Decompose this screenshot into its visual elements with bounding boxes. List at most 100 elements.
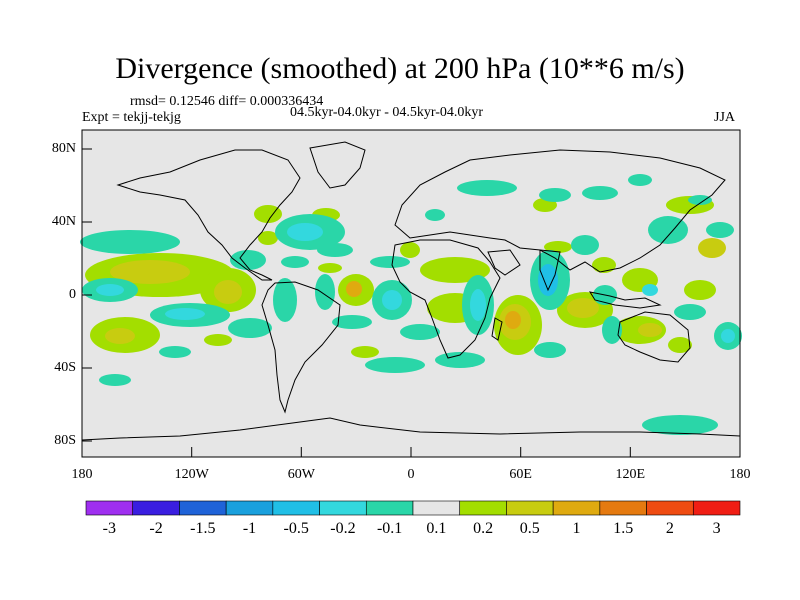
colorbar-swatch (179, 500, 227, 516)
colorbar-label: 1 (572, 520, 581, 537)
north-america-coast (116, 149, 301, 281)
stats-text: rmsd= 0.12546 diff= 0.000336434 (130, 94, 324, 109)
colorbar-label: -3 (102, 520, 116, 537)
colorbar (85, 500, 741, 516)
colorbar-swatch (552, 500, 601, 516)
neg-region (96, 284, 124, 296)
india-coast (539, 249, 561, 292)
pos-region (351, 346, 379, 358)
pos-region (258, 231, 278, 245)
lat-label-80n: 80N (51, 141, 76, 156)
neg-region (457, 180, 517, 196)
pos-region (567, 298, 599, 318)
madagascar-coast (491, 317, 503, 341)
colorbar-swatch (646, 500, 694, 516)
colorbar-label: 3 (712, 520, 721, 537)
colorbar-swatch (272, 500, 320, 516)
pos-region (400, 242, 420, 258)
colorbar-swatch (692, 500, 741, 516)
indonesia-coast (588, 291, 662, 309)
neg-region (602, 316, 622, 344)
pos-region (346, 281, 362, 297)
lat-ticks (82, 148, 92, 442)
neg-region (674, 304, 706, 320)
neg-region (365, 357, 425, 373)
lon-ticks (81, 447, 741, 457)
pos-region (638, 323, 662, 337)
coastlines (81, 141, 741, 441)
colorbar-swatch (459, 500, 507, 516)
period-text: 04.5kyr-04.0kyr - 04.5kyr-04.0kyr (290, 105, 484, 120)
neg-region (400, 324, 440, 340)
africa-coast (391, 239, 501, 359)
colorbar-label: -0.2 (330, 520, 356, 537)
lat-label-40n: 40N (51, 214, 76, 229)
neg-region (281, 256, 309, 268)
colorbar-label: -1 (242, 520, 257, 537)
pos-region (105, 328, 135, 344)
greenland-coast (309, 141, 366, 189)
lon-label-60e: 60E (509, 467, 532, 482)
pos-region (254, 205, 282, 223)
colorbar-swatch (85, 500, 134, 516)
experiment-text: Expt = tekjj-tekjg (82, 110, 181, 125)
colorbar-label: 1.5 (613, 520, 634, 537)
colorbar-swatch (412, 500, 461, 516)
neg-region (470, 289, 486, 321)
neg-region (539, 188, 571, 202)
pos-region (204, 334, 232, 346)
page-title: Divergence (smoothed) at 200 hPa (10**6 … (115, 52, 685, 85)
neg-region (317, 243, 353, 257)
colorbar-swatch (132, 500, 180, 516)
pos-region (592, 257, 616, 273)
neg-region (287, 223, 323, 241)
neg-region (315, 274, 335, 310)
neg-region (628, 174, 652, 186)
neg-region (688, 195, 712, 205)
colorbar-swatch (599, 500, 647, 516)
pos-region (214, 280, 242, 304)
neg-region (648, 216, 688, 244)
neg-region (642, 415, 718, 435)
pos-region (544, 241, 572, 253)
neg-region (571, 235, 599, 255)
colorbar-label: 2 (665, 520, 674, 537)
neg-region (99, 374, 131, 386)
neg-region (534, 342, 566, 358)
pos-region (698, 238, 726, 258)
lat-label-0: 0 (69, 287, 76, 302)
neg-region (425, 209, 445, 221)
neg-region (706, 222, 734, 238)
neg-region (642, 284, 658, 296)
colorbar-swatch (319, 500, 367, 516)
pos-region (420, 257, 490, 283)
pos-region (505, 311, 521, 329)
colorbar-label: 0.2 (473, 520, 494, 537)
pos-region (668, 337, 692, 353)
neg-region (159, 346, 191, 358)
neg-region (228, 318, 272, 338)
neg-region (230, 250, 266, 270)
antarctica-coast (81, 417, 741, 441)
lon-label-60w: 60W (287, 467, 315, 482)
pos-region (110, 260, 190, 284)
pos-region (684, 280, 716, 300)
lon-label-180w: 180 (71, 467, 93, 482)
colorbar-label: 0.1 (426, 520, 447, 537)
neg-region (370, 256, 410, 268)
neg-region (80, 230, 180, 254)
colorbar-label: -1.5 (190, 520, 216, 537)
neg-region (721, 329, 735, 343)
neg-region (273, 278, 297, 322)
south-america-coast (261, 281, 341, 414)
lon-label-120w: 120W (174, 467, 209, 482)
colorbar-label: -0.1 (376, 520, 403, 537)
lon-label-120e: 120E (615, 467, 646, 482)
lat-label-40s: 40S (54, 360, 76, 375)
eurasia-coast (394, 149, 726, 273)
lon-label-0: 0 (407, 467, 415, 482)
pos-region (318, 263, 342, 273)
arabia-coast (487, 249, 521, 276)
neg-region (538, 264, 558, 296)
